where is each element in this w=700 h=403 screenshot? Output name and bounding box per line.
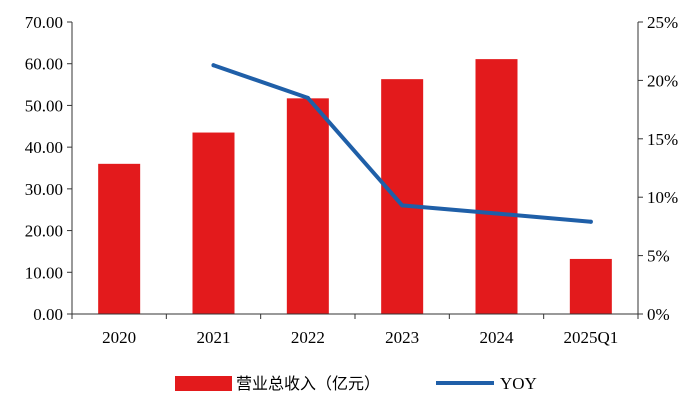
x-tick-label: 2021	[197, 328, 231, 347]
yoy-line-series	[211, 63, 593, 224]
legend-bar-swatch	[175, 376, 232, 391]
left-tick-label: 70.00	[25, 13, 63, 32]
left-tick-label: 40.00	[25, 138, 63, 157]
left-tick-label: 30.00	[25, 180, 63, 199]
right-tick-label: 15%	[647, 130, 678, 149]
yoy-point	[494, 211, 499, 216]
right-tick-label: 10%	[647, 188, 678, 207]
revenue-bar	[475, 59, 518, 314]
x-axis: 2020 2021 2022 2023 2024 2025Q1	[71, 313, 639, 347]
x-tick-label: 2023	[385, 328, 419, 347]
right-tick-label: 5%	[647, 247, 670, 266]
yoy-point	[400, 203, 405, 208]
left-tick-label: 20.00	[25, 222, 63, 241]
left-axis: 0.00 10.00 20.00 30.00 40.00 50.00 60.00 70.00	[25, 13, 73, 324]
revenue-bar	[286, 98, 329, 314]
left-tick-label: 0.00	[33, 305, 63, 324]
x-tick-label: 2022	[291, 328, 325, 347]
right-tick-label: 25%	[647, 13, 678, 32]
legend: 营业总收入（亿元） YOY	[175, 374, 537, 393]
legend-line-label: YOY	[500, 374, 537, 393]
revenue-bars	[98, 59, 612, 314]
yoy-point	[588, 219, 593, 224]
revenue-bar	[381, 79, 424, 314]
x-tick-label: 2024	[480, 328, 515, 347]
revenue-bar	[569, 258, 612, 314]
revenue-bar	[192, 132, 235, 314]
right-tick-label: 0%	[647, 305, 670, 324]
yoy-point	[211, 63, 216, 68]
legend-bar-label: 营业总收入（亿元）	[236, 374, 380, 393]
revenue-bar	[98, 163, 141, 314]
left-tick-label: 60.00	[25, 55, 63, 74]
left-tick-label: 10.00	[25, 263, 63, 282]
left-tick-label: 50.00	[25, 96, 63, 115]
right-tick-label: 20%	[647, 71, 678, 90]
yoy-point	[305, 95, 310, 100]
x-tick-label: 2025Q1	[563, 328, 618, 347]
x-tick-label: 2020	[102, 328, 136, 347]
right-axis: 0% 5% 10% 15% 20% 25%	[637, 13, 678, 324]
